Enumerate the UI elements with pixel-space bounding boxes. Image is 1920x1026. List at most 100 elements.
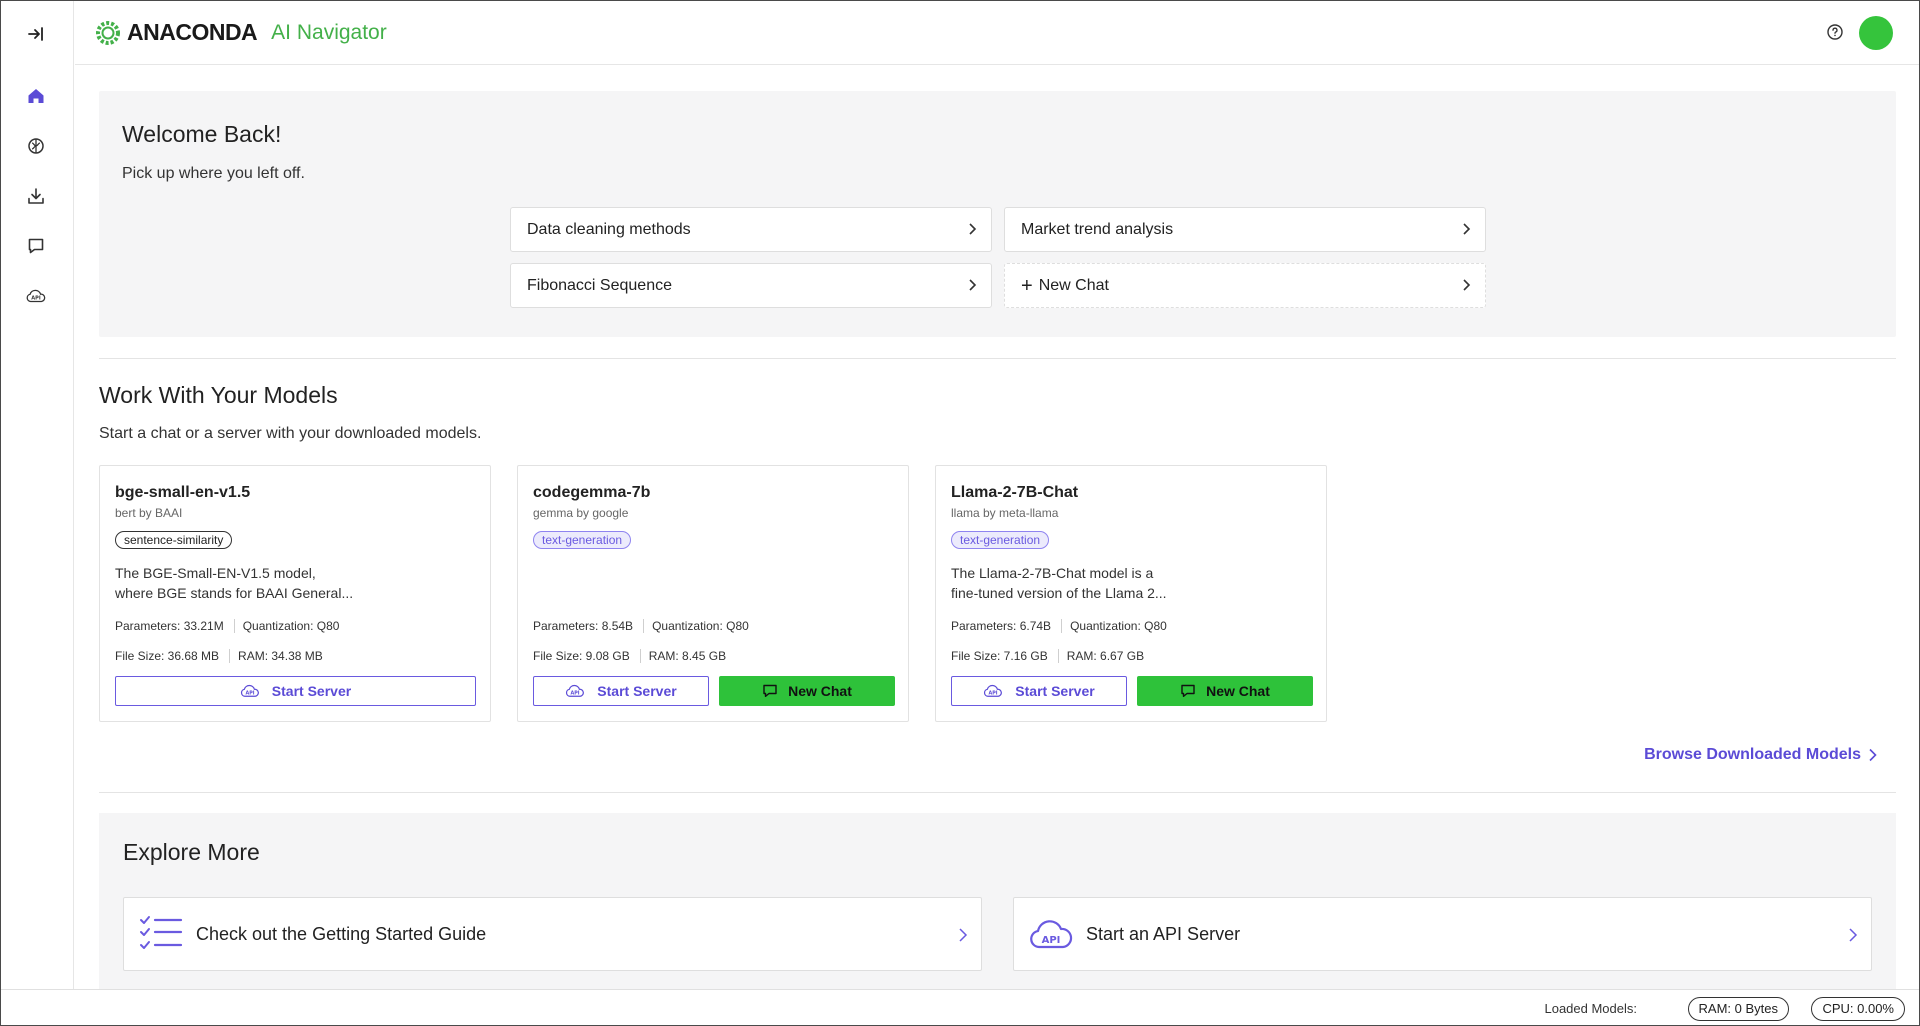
start-server-label: Start Server <box>271 683 352 699</box>
chat-icon <box>763 684 777 697</box>
start-server-button[interactable]: API Start Server <box>115 676 476 706</box>
expand-sidebar-button[interactable] <box>19 17 53 51</box>
api-cloud-icon: API <box>984 684 1003 697</box>
new-chat-button[interactable]: New Chat <box>719 676 895 706</box>
new-chat-label: New Chat <box>1038 276 1109 294</box>
model-tag: sentence-similarity <box>115 531 233 549</box>
recent-chat-card[interactable]: Fibonacci Sequence <box>510 263 992 308</box>
model-quantization: Quantization: Q80 <box>233 619 350 633</box>
chevron-right-icon <box>1849 928 1858 942</box>
model-author: gemma by google <box>533 506 629 520</box>
chevron-right-icon <box>1463 279 1471 291</box>
svg-text:API: API <box>31 296 41 302</box>
model-description-line: where BGE stands for BAAI General... <box>115 585 354 601</box>
browse-downloaded-models-link[interactable]: Browse Downloaded Models <box>1644 746 1879 764</box>
model-quantization: Quantization: Q80 <box>643 619 759 633</box>
api-cloud-icon: API <box>26 289 46 303</box>
new-chat-button[interactable]: New Chat <box>1137 676 1313 706</box>
loaded-models-label: Loaded Models: <box>1544 1001 1637 1016</box>
cpu-usage-badge: CPU: 0.00% <box>1811 997 1905 1021</box>
recent-chat-card[interactable]: Data cleaning methods <box>510 207 992 252</box>
getting-started-card[interactable]: Check out the Getting Started Guide <box>123 897 982 971</box>
svg-text:API: API <box>571 691 580 697</box>
model-description-line: The Llama-2-7B-Chat model is a <box>951 565 1154 581</box>
model-author: bert by BAAI <box>115 506 183 520</box>
model-card: Llama-2-7B-Chat llama by meta-llama text… <box>935 465 1327 722</box>
section-divider <box>99 358 1896 359</box>
new-chat-label: New Chat <box>1206 683 1270 699</box>
model-description: The BGE-Small-EN-V1.5 model, where BGE s… <box>115 563 385 603</box>
explore-title: Explore More <box>123 839 260 865</box>
plus-icon: + <box>1021 274 1033 297</box>
recent-chat-card[interactable]: Market trend analysis <box>1004 207 1486 252</box>
chevron-right-icon <box>969 223 977 235</box>
ram-usage-badge: RAM: 0 Bytes <box>1687 997 1789 1021</box>
model-name: Llama-2-7B-Chat <box>951 484 1079 501</box>
chat-icon <box>28 238 44 254</box>
sidebar-item-chat[interactable] <box>19 229 53 263</box>
sidebar-item-models[interactable] <box>19 129 53 163</box>
anaconda-logo-icon <box>96 20 120 45</box>
svg-text:API: API <box>245 691 254 697</box>
app-name: AI Navigator <box>271 20 387 44</box>
recent-chat-label: Data cleaning methods <box>527 220 691 238</box>
model-author: llama by meta-llama <box>951 506 1059 520</box>
model-card: bge-small-en-v1.5 bert by BAAI sentence-… <box>99 465 491 722</box>
start-server-label: Start Server <box>1015 683 1095 699</box>
status-bar: Loaded Models: RAM: 0 Bytes CPU: 0.00% <box>1 989 1919 1025</box>
browse-link-label: Browse Downloaded Models <box>1644 746 1861 763</box>
api-cloud-icon: API <box>1030 920 1073 949</box>
new-chat-card[interactable]: + New Chat <box>1004 263 1486 308</box>
model-stats-row: File Size: 7.16 GB RAM: 6.67 GB <box>951 649 1154 663</box>
model-description: The Llama-2-7B-Chat model is a fine-tune… <box>951 563 1221 603</box>
api-cloud-icon: API <box>240 684 259 697</box>
model-ram: RAM: 8.45 GB <box>639 649 736 663</box>
model-stats-row: Parameters: 33.21M Quantization: Q80 <box>115 619 349 633</box>
chevron-right-icon <box>1869 748 1877 762</box>
model-file-size: File Size: 36.68 MB <box>115 649 220 663</box>
model-stats-row: File Size: 36.68 MB RAM: 34.38 MB <box>115 649 333 663</box>
model-stats-row: File Size: 9.08 GB RAM: 8.45 GB <box>533 649 736 663</box>
model-description-line: fine-tuned version of the Llama 2... <box>951 585 1167 601</box>
model-card: codegemma-7b gemma by google text-genera… <box>517 465 909 722</box>
model-file-size: File Size: 9.08 GB <box>533 649 630 663</box>
recent-chat-label: Fibonacci Sequence <box>527 276 672 294</box>
model-quantization: Quantization: Q80 <box>1061 619 1177 633</box>
sidebar-item-api-server[interactable]: API <box>19 279 53 313</box>
chevron-right-icon <box>959 928 968 942</box>
welcome-subtitle: Pick up where you left off. <box>122 165 305 182</box>
start-server-label: Start Server <box>597 683 677 699</box>
model-parameters: Parameters: 33.21M <box>115 619 224 633</box>
model-stats-row: Parameters: 8.54B Quantization: Q80 <box>533 619 759 633</box>
chat-icon <box>1181 684 1195 697</box>
anaconda-logo: ANACONDA AI Navigator <box>95 19 387 46</box>
start-server-button[interactable]: API Start Server <box>533 676 709 706</box>
sidebar-item-downloads[interactable] <box>19 179 53 213</box>
sidebar-item-home[interactable] <box>19 79 53 113</box>
models-section-subtitle: Start a chat or a server with your downl… <box>99 425 482 442</box>
recent-chat-label: Market trend analysis <box>1021 220 1174 238</box>
model-ram: RAM: 6.67 GB <box>1057 649 1154 663</box>
start-api-server-card[interactable]: API Start an API Server <box>1013 897 1872 971</box>
new-chat-label: New Chat <box>788 683 852 699</box>
model-stats-row: Parameters: 6.74B Quantization: Q80 <box>951 619 1177 633</box>
start-server-button[interactable]: API Start Server <box>951 676 1127 706</box>
checklist-icon <box>140 916 183 949</box>
api-cloud-icon: API <box>566 684 585 697</box>
model-parameters: Parameters: 8.54B <box>533 619 634 633</box>
model-tag: text-generation <box>951 531 1050 549</box>
welcome-section: Welcome Back! Pick up where you left off… <box>99 91 1896 337</box>
welcome-title: Welcome Back! <box>122 121 282 147</box>
model-name: bge-small-en-v1.5 <box>115 484 251 501</box>
chevron-right-icon <box>1463 223 1471 235</box>
model-name: codegemma-7b <box>533 484 651 501</box>
help-icon[interactable] <box>1826 23 1844 41</box>
start-api-server-label: Start an API Server <box>1086 923 1241 944</box>
expand-icon <box>28 27 43 41</box>
download-icon <box>28 188 44 204</box>
brain-icon <box>28 138 44 154</box>
model-ram: RAM: 34.38 MB <box>229 649 333 663</box>
user-avatar[interactable] <box>1859 16 1893 50</box>
brand-name: ANACONDA <box>127 19 258 45</box>
